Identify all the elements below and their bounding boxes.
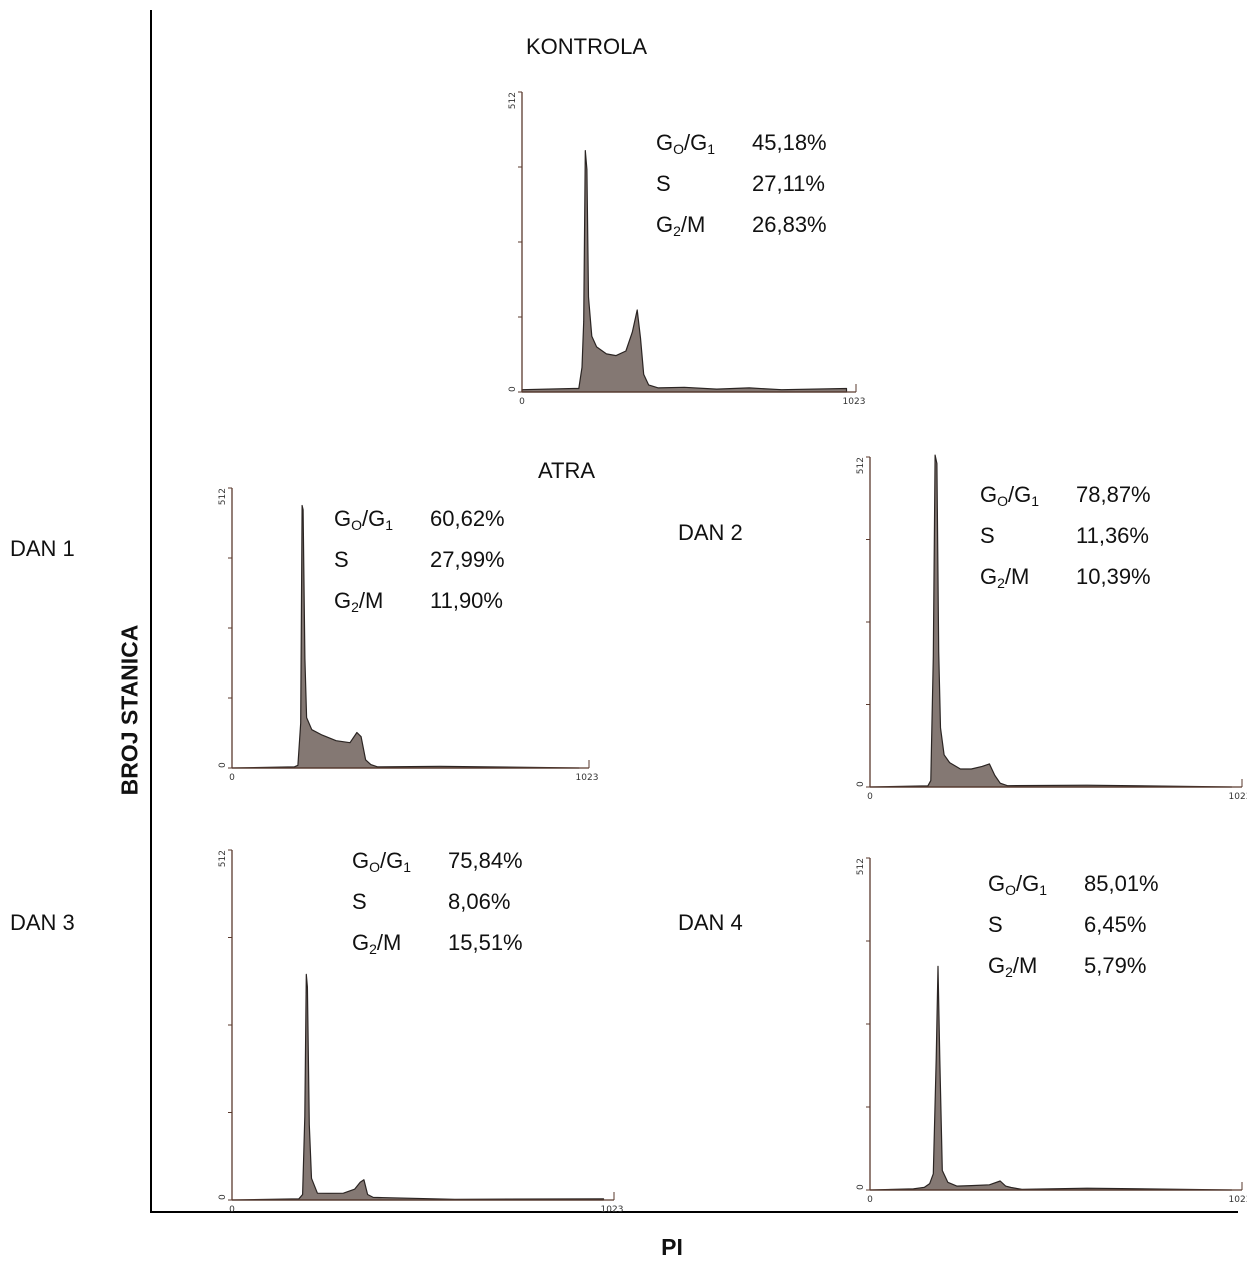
phase-label-s: S bbox=[656, 171, 671, 196]
phase-label-g2m: G2/M bbox=[334, 588, 384, 615]
y-tick-label-max: 512 bbox=[856, 457, 866, 474]
stats-kontrola: GO/G1 45,18% S 27,11% G2/M 26,83% bbox=[656, 122, 827, 245]
y-tick-label-max: 512 bbox=[856, 858, 866, 875]
value-s: 27,11% bbox=[752, 171, 825, 196]
histogram-area bbox=[869, 965, 1233, 1191]
phase-label-g0g1: GO/G1 bbox=[980, 482, 1040, 509]
stats-dan2: GO/G1 78,87% S 11,36% G2/M 10,39% bbox=[980, 474, 1151, 597]
value-g0g1: 45,18% bbox=[752, 130, 827, 155]
value-g2m: 5,79% bbox=[1084, 953, 1147, 978]
value-g0g1: 60,62% bbox=[430, 506, 505, 531]
stat-row-s: S 6,45% bbox=[988, 904, 1159, 945]
stat-row-g0g1: GO/G1 60,62% bbox=[334, 498, 505, 539]
value-s: 11,36% bbox=[1076, 523, 1149, 548]
stat-row-g2m: G2/M 15,51% bbox=[352, 922, 523, 963]
histogram-area bbox=[521, 150, 848, 393]
phase-label-s: S bbox=[980, 523, 995, 548]
histogram-kontrola: 0 512 0 1023 bbox=[508, 91, 866, 407]
stat-row-g0g1: GO/G1 78,87% bbox=[980, 474, 1151, 515]
phase-label-s: S bbox=[988, 912, 1003, 937]
x-tick-label-max: 1023 bbox=[1229, 1195, 1247, 1205]
x-tick-label-min: 0 bbox=[519, 397, 525, 407]
phase-label-g0g1: GO/G1 bbox=[334, 506, 394, 533]
stat-row-g2m: G2/M 26,83% bbox=[656, 204, 827, 245]
label-dan4: DAN 4 bbox=[678, 910, 743, 935]
phase-label-s: S bbox=[352, 889, 367, 914]
value-s: 8,06% bbox=[448, 889, 511, 914]
phase-label-g2m: G2/M bbox=[988, 953, 1038, 980]
main-x-axis bbox=[150, 1211, 1238, 1213]
y-tick-label-min: 0 bbox=[218, 1194, 228, 1200]
stat-row-g0g1: GO/G1 75,84% bbox=[352, 840, 523, 881]
y-tick-label-min: 0 bbox=[218, 762, 228, 768]
label-dan1: DAN 1 bbox=[10, 536, 75, 561]
x-tick-label-min: 0 bbox=[867, 1195, 873, 1205]
x-tick-label-min: 0 bbox=[229, 773, 235, 783]
label-dan2: DAN 2 bbox=[678, 520, 743, 545]
stat-row-g2m: G2/M 10,39% bbox=[980, 556, 1151, 597]
x-tick-label-max: 1023 bbox=[576, 773, 599, 783]
label-kontrola: KONTROLA bbox=[526, 34, 648, 59]
histogram-dan2: 0 512 0 1023 bbox=[856, 454, 1247, 802]
phase-label-s: S bbox=[334, 547, 349, 572]
value-s: 6,45% bbox=[1084, 912, 1147, 937]
phase-label-g2m: G2/M bbox=[980, 564, 1030, 591]
histogram-dan4: 0 512 0 1023 bbox=[856, 857, 1247, 1205]
stat-row-g0g1: GO/G1 85,01% bbox=[988, 863, 1159, 904]
main-y-axis bbox=[150, 10, 152, 1213]
stat-row-s: S 11,36% bbox=[980, 515, 1151, 556]
y-tick-label-min: 0 bbox=[856, 1184, 866, 1190]
x-tick-label-max: 1023 bbox=[1229, 792, 1247, 802]
histogram-area bbox=[231, 973, 605, 1201]
phase-label-g0g1: GO/G1 bbox=[988, 871, 1048, 898]
stat-row-g0g1: GO/G1 45,18% bbox=[656, 122, 827, 163]
histogram-dan1: 0 512 0 1023 bbox=[218, 487, 599, 783]
stat-row-g2m: G2/M 11,90% bbox=[334, 580, 505, 621]
value-g2m: 15,51% bbox=[448, 930, 523, 955]
y-tick-label-min: 0 bbox=[508, 386, 518, 392]
histogram-area bbox=[231, 504, 580, 769]
value-g0g1: 75,84% bbox=[448, 848, 523, 873]
y-tick-label-max: 512 bbox=[218, 850, 228, 867]
x-tick-label-min: 0 bbox=[229, 1205, 235, 1215]
histogram-dan3: 0 512 0 1023 bbox=[218, 849, 623, 1215]
y-tick-label-max: 512 bbox=[218, 488, 228, 505]
label-dan3: DAN 3 bbox=[10, 910, 75, 935]
value-g2m: 26,83% bbox=[752, 212, 827, 237]
value-s: 27,99% bbox=[430, 547, 505, 572]
phase-label-g0g1: GO/G1 bbox=[352, 848, 412, 875]
value-g0g1: 85,01% bbox=[1084, 871, 1159, 896]
phase-label-g2m: G2/M bbox=[656, 212, 706, 239]
y-tick-label-min: 0 bbox=[856, 781, 866, 787]
stats-dan4: GO/G1 85,01% S 6,45% G2/M 5,79% bbox=[988, 863, 1159, 986]
x-tick-label-max: 1023 bbox=[601, 1205, 624, 1215]
stats-dan3: GO/G1 75,84% S 8,06% G2/M 15,51% bbox=[352, 840, 523, 963]
value-g2m: 10,39% bbox=[1076, 564, 1151, 589]
label-atra: ATRA bbox=[538, 458, 596, 483]
stat-row-s: S 27,99% bbox=[334, 539, 505, 580]
phase-label-g0g1: GO/G1 bbox=[656, 130, 716, 157]
stat-row-s: S 8,06% bbox=[352, 881, 523, 922]
x-tick-label-max: 1023 bbox=[843, 397, 866, 407]
histogram-area bbox=[869, 454, 1233, 788]
y-axis-title: BROJ STANICA bbox=[116, 624, 143, 796]
stats-dan1: GO/G1 60,62% S 27,99% G2/M 11,90% bbox=[334, 498, 505, 621]
x-axis-title: PI bbox=[661, 1234, 683, 1260]
phase-label-g2m: G2/M bbox=[352, 930, 402, 957]
stat-row-g2m: G2/M 5,79% bbox=[988, 945, 1159, 986]
value-g0g1: 78,87% bbox=[1076, 482, 1151, 507]
x-tick-label-min: 0 bbox=[867, 792, 873, 802]
stat-row-s: S 27,11% bbox=[656, 163, 827, 204]
value-g2m: 11,90% bbox=[430, 588, 503, 613]
y-tick-label-max: 512 bbox=[508, 92, 518, 109]
